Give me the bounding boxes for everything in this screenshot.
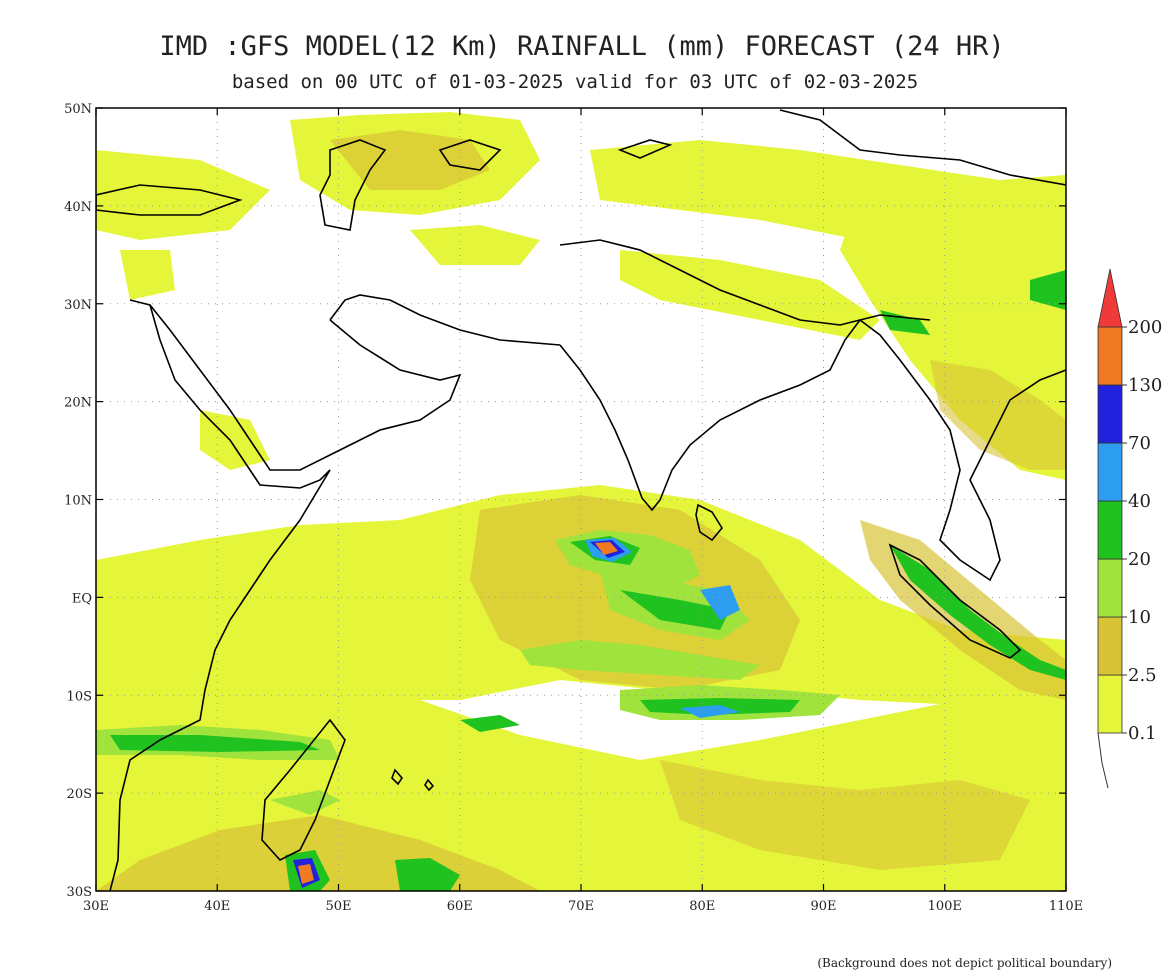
lon-tick-label: 30E	[83, 899, 109, 914]
colorbar-top-triangle	[1097, 268, 1123, 328]
lon-tick-label: 90E	[810, 899, 836, 914]
lat-tick-label: EQ	[72, 591, 92, 606]
colorbar-label: 200	[1128, 317, 1162, 338]
lon-tick-label: 60E	[447, 899, 473, 914]
colorbar-label: 130	[1128, 375, 1162, 396]
lon-tick-label: 50E	[325, 899, 351, 914]
lat-tick-label: 10N	[64, 494, 92, 509]
lat-lon-grid	[96, 108, 1066, 891]
map-subtitle: based on 00 UTC of 01-03-2025 valid for …	[232, 71, 918, 93]
lat-tick-label: 50N	[64, 102, 92, 117]
colorbar-label: 10	[1128, 607, 1151, 628]
lat-tick-label: 40N	[64, 200, 92, 215]
lon-tick-label: 80E	[689, 899, 715, 914]
colorbar-label: 2.5	[1128, 665, 1157, 686]
boundary-disclaimer: (Background does not depict political bo…	[817, 956, 1112, 970]
colorbar-bottom-tail	[1097, 732, 1109, 789]
map-axes: 30E 40E 50E 60E 70E 80E 90E 100E 110E 50N 40N 30N 20…	[64, 102, 1083, 914]
lat-tick-label: 10S	[67, 689, 92, 704]
map-title: IMD :GFS MODEL(12 Km) RAINFALL (mm) FORE…	[159, 31, 1004, 62]
lon-tick-label: 110E	[1049, 899, 1083, 914]
colorbar-label: 20	[1128, 549, 1151, 570]
colorbar-swatch	[1097, 500, 1123, 560]
lat-tick-label: 20N	[64, 396, 92, 411]
colorbar-swatch	[1097, 558, 1123, 618]
lon-tick-label: 70E	[568, 899, 594, 914]
lon-tick-label: 100E	[928, 899, 962, 914]
coastlines	[96, 109, 1066, 891]
lat-tick-label: 30S	[67, 885, 92, 900]
lon-tick-label: 40E	[204, 899, 230, 914]
colorbar-label: 40	[1128, 491, 1151, 512]
lat-tick-label: 20S	[67, 787, 92, 802]
colorbar-swatch	[1097, 384, 1123, 444]
colorbar-label: 70	[1128, 433, 1151, 454]
colorbar-swatch	[1097, 442, 1123, 502]
rainfall-colorbar: 0.1 2.5 10 20 40 70 130 200	[1097, 268, 1162, 789]
colorbar-swatch	[1097, 326, 1123, 386]
colorbar-label: 0.1	[1128, 723, 1157, 744]
colorbar-swatch	[1097, 616, 1123, 676]
colorbar-swatch	[1097, 674, 1123, 734]
lat-tick-label: 30N	[64, 298, 92, 313]
